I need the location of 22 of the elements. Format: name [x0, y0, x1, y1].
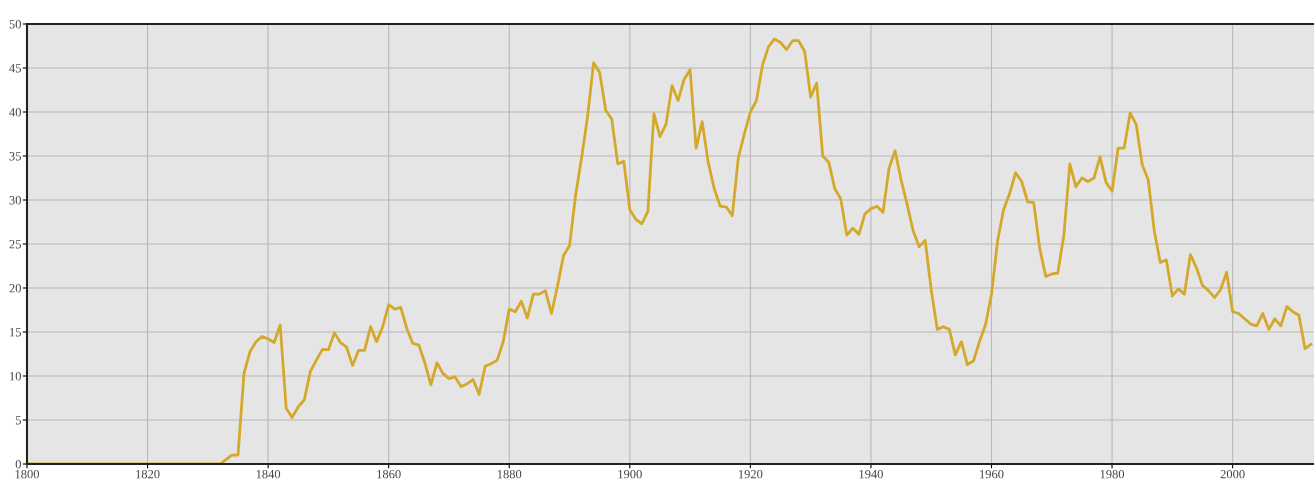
y-tick-label: 0: [15, 460, 21, 469]
x-tick-label: 1820: [136, 469, 160, 479]
y-tick-label: 5: [15, 416, 21, 425]
y-tick-label: 30: [9, 196, 21, 205]
y-tick-label: 20: [9, 284, 21, 293]
x-tick-label: 1960: [980, 469, 1004, 479]
x-tick-label: 1900: [618, 469, 642, 479]
y-tick-label: 50: [9, 20, 21, 29]
x-tick-label: 1980: [1100, 469, 1125, 479]
x-tick-label: 1800: [15, 469, 40, 479]
y-tick-label: 10: [10, 372, 21, 381]
x-tick-label: 1920: [738, 469, 763, 479]
x-tick-label: 2000: [1220, 469, 1245, 479]
y-tick-label: 25: [9, 240, 21, 249]
x-tick-label: 1880: [497, 469, 522, 479]
y-tick-label: 35: [9, 152, 21, 161]
x-tick-label: 1840: [256, 469, 281, 479]
y-tick-label: 40: [9, 108, 21, 117]
x-tick-label: 1940: [859, 469, 883, 479]
y-tick-label: 15: [10, 328, 21, 337]
x-tick-label: 1860: [377, 469, 401, 479]
y-tick-label: 45: [9, 64, 21, 73]
